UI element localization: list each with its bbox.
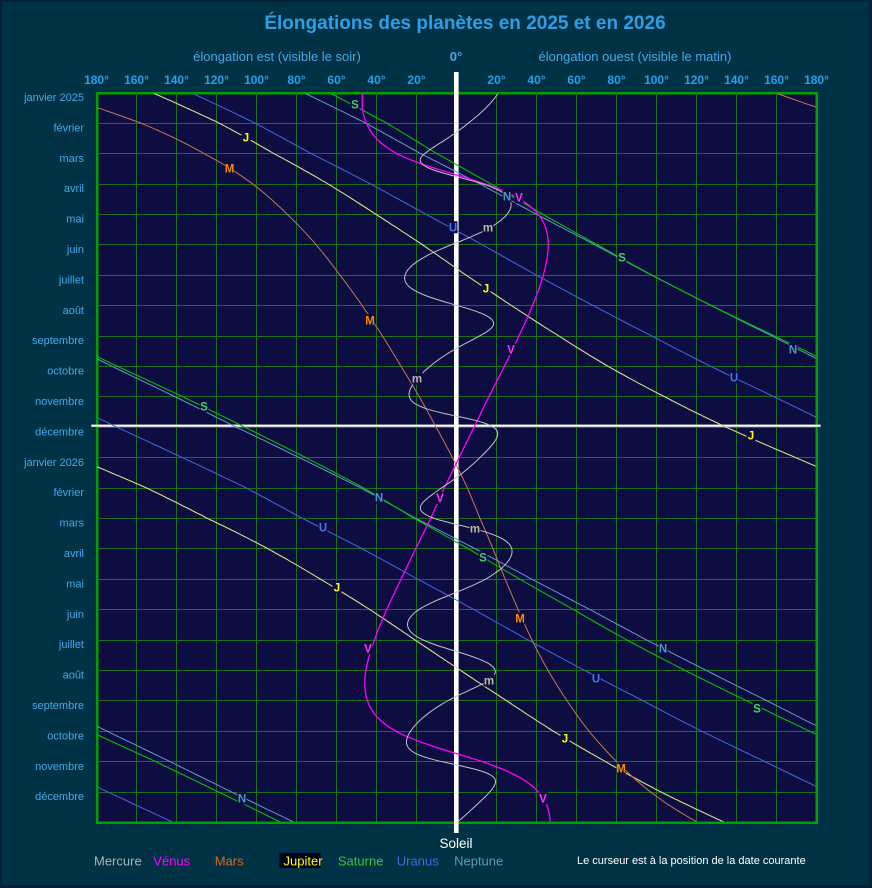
- svg-text:S: S: [351, 99, 359, 111]
- svg-text:août: août: [63, 305, 84, 317]
- svg-text:100°: 100°: [644, 73, 669, 87]
- svg-text:180°: 180°: [804, 73, 829, 87]
- svg-text:Soleil: Soleil: [439, 836, 472, 851]
- svg-text:V: V: [436, 493, 444, 505]
- svg-text:février: février: [53, 122, 84, 134]
- svg-text:U: U: [319, 523, 327, 535]
- svg-text:S: S: [618, 253, 626, 265]
- svg-text:m: m: [483, 223, 493, 235]
- svg-text:80°: 80°: [287, 73, 305, 87]
- svg-text:N: N: [238, 793, 246, 805]
- svg-text:40°: 40°: [527, 73, 545, 87]
- svg-text:U: U: [592, 673, 600, 685]
- svg-text:J: J: [562, 733, 568, 745]
- svg-text:100°: 100°: [244, 73, 269, 87]
- svg-text:mars: mars: [60, 153, 85, 165]
- svg-text:octobre: octobre: [47, 730, 84, 742]
- svg-text:V: V: [515, 192, 523, 204]
- svg-text:élongation ouest (visible le m: élongation ouest (visible le matin): [539, 49, 732, 64]
- svg-text:Neptune: Neptune: [454, 854, 503, 869]
- svg-text:janvier 2025: janvier 2025: [23, 92, 84, 104]
- svg-text:Uranus: Uranus: [397, 854, 439, 869]
- svg-text:160°: 160°: [124, 73, 149, 87]
- svg-text:m: m: [484, 676, 494, 688]
- svg-text:S: S: [200, 401, 208, 413]
- svg-text:juin: juin: [66, 609, 84, 621]
- svg-text:élongation est (visible le soi: élongation est (visible le soir): [193, 49, 361, 64]
- svg-text:août: août: [63, 670, 84, 682]
- svg-text:juillet: juillet: [58, 274, 84, 286]
- svg-text:180°: 180°: [84, 73, 109, 87]
- svg-text:J: J: [483, 283, 489, 295]
- svg-text:0°: 0°: [450, 49, 462, 64]
- svg-text:120°: 120°: [684, 73, 709, 87]
- svg-text:Vénus: Vénus: [153, 854, 190, 869]
- svg-text:140°: 140°: [164, 73, 189, 87]
- svg-text:M: M: [225, 163, 235, 175]
- svg-text:80°: 80°: [607, 73, 625, 87]
- svg-text:septembre: septembre: [32, 700, 84, 712]
- svg-text:m: m: [412, 374, 422, 386]
- svg-text:M: M: [515, 613, 525, 625]
- svg-text:avril: avril: [64, 183, 84, 195]
- svg-text:Mercure: Mercure: [94, 854, 142, 869]
- svg-text:novembre: novembre: [35, 396, 84, 408]
- svg-text:février: février: [53, 487, 84, 499]
- svg-text:160°: 160°: [764, 73, 789, 87]
- svg-text:janvier 2026: janvier 2026: [23, 457, 84, 469]
- svg-text:M: M: [616, 763, 626, 775]
- svg-text:J: J: [748, 430, 754, 442]
- svg-text:Élongations des planètes en 20: Élongations des planètes en 2025 et en 2…: [264, 12, 665, 34]
- svg-text:N: N: [789, 344, 797, 356]
- svg-text:J: J: [243, 132, 249, 144]
- svg-text:N: N: [503, 191, 511, 203]
- svg-text:20°: 20°: [407, 73, 425, 87]
- svg-text:140°: 140°: [724, 73, 749, 87]
- svg-text:septembre: septembre: [32, 335, 84, 347]
- svg-text:décembre: décembre: [35, 791, 84, 803]
- svg-text:40°: 40°: [367, 73, 385, 87]
- svg-text:mars: mars: [60, 518, 85, 530]
- svg-text:Saturne: Saturne: [338, 854, 384, 869]
- svg-text:novembre: novembre: [35, 761, 84, 773]
- svg-text:20°: 20°: [487, 73, 505, 87]
- svg-text:juin: juin: [66, 244, 84, 256]
- svg-text:U: U: [730, 372, 738, 384]
- svg-text:60°: 60°: [567, 73, 585, 87]
- svg-text:avril: avril: [64, 548, 84, 560]
- svg-text:octobre: octobre: [47, 366, 84, 378]
- svg-text:M: M: [365, 315, 375, 327]
- svg-text:J: J: [334, 582, 340, 594]
- svg-text:V: V: [539, 793, 547, 805]
- svg-text:juillet: juillet: [58, 639, 84, 651]
- svg-text:mai: mai: [66, 214, 84, 226]
- svg-text:m: m: [470, 524, 480, 536]
- svg-text:Le curseur est à la position d: Le curseur est à la position de la date …: [577, 855, 806, 867]
- svg-text:U: U: [449, 222, 457, 234]
- svg-text:N: N: [659, 643, 667, 655]
- svg-text:mai: mai: [66, 578, 84, 590]
- svg-text:120°: 120°: [204, 73, 229, 87]
- svg-text:60°: 60°: [327, 73, 345, 87]
- svg-text:Mars: Mars: [215, 854, 244, 869]
- svg-text:décembre: décembre: [35, 426, 84, 438]
- svg-text:S: S: [753, 703, 761, 715]
- svg-text:Jupiter: Jupiter: [284, 854, 324, 869]
- svg-text:S: S: [479, 552, 487, 564]
- svg-text:V: V: [507, 344, 515, 356]
- svg-text:V: V: [364, 643, 372, 655]
- svg-text:N: N: [375, 493, 383, 505]
